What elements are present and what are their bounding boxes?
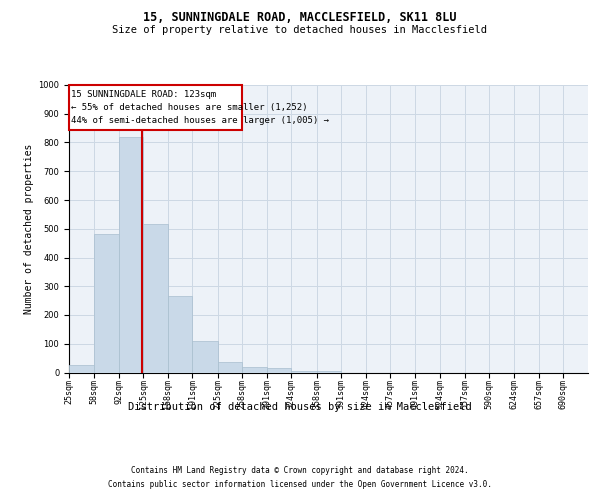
Bar [168,296,193,372]
Bar [143,224,168,372]
Bar [119,136,143,372]
Text: ← 55% of detached houses are smaller (1,252): ← 55% of detached houses are smaller (1,… [71,103,308,112]
Text: Contains HM Land Registry data © Crown copyright and database right 2024.: Contains HM Land Registry data © Crown c… [131,466,469,475]
Text: Size of property relative to detached houses in Macclesfield: Size of property relative to detached ho… [113,25,487,35]
Bar [94,234,119,372]
Text: 44% of semi-detached houses are larger (1,005) →: 44% of semi-detached houses are larger (… [71,116,329,124]
Bar [317,371,341,372]
Bar [69,364,94,372]
Bar [292,371,317,372]
Y-axis label: Number of detached properties: Number of detached properties [24,144,34,314]
Text: Contains public sector information licensed under the Open Government Licence v3: Contains public sector information licen… [108,480,492,489]
Bar [218,362,242,372]
Text: 15 SUNNINGDALE ROAD: 123sqm: 15 SUNNINGDALE ROAD: 123sqm [71,90,217,100]
Bar [69,85,242,130]
Bar [267,368,292,372]
Text: 15, SUNNINGDALE ROAD, MACCLESFIELD, SK11 8LU: 15, SUNNINGDALE ROAD, MACCLESFIELD, SK11… [143,11,457,24]
Bar [242,367,267,372]
Bar [193,341,218,372]
Text: Distribution of detached houses by size in Macclesfield: Distribution of detached houses by size … [128,402,472,412]
